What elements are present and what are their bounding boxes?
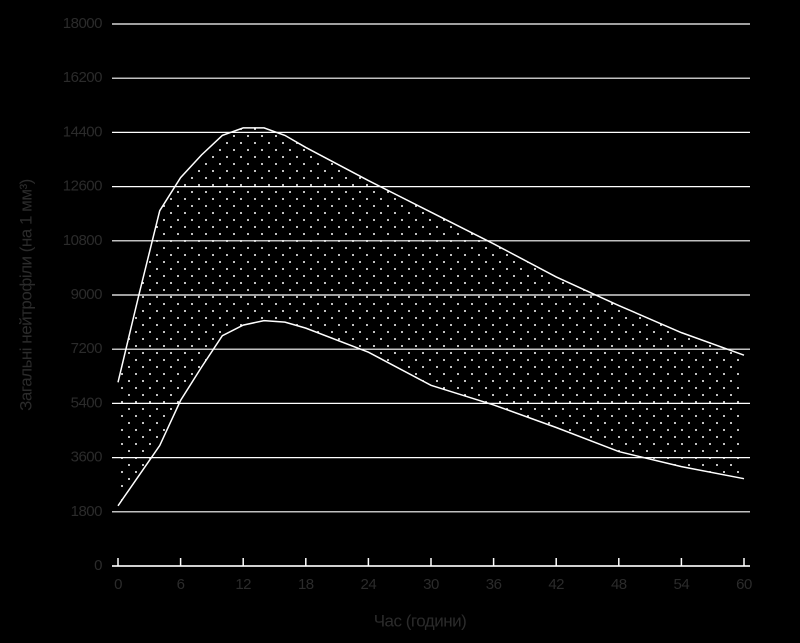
x-tick-label: 6 xyxy=(177,576,185,593)
x-tick-label: 12 xyxy=(235,576,251,593)
y-tick-label: 16200 xyxy=(63,69,102,86)
x-tick-label: 24 xyxy=(361,576,377,593)
y-tick-label: 7200 xyxy=(71,340,103,357)
x-tick-label: 36 xyxy=(486,576,502,593)
band-fill xyxy=(118,127,744,506)
y-tick-label: 9000 xyxy=(71,286,103,303)
y-tick-label: 12600 xyxy=(63,178,102,195)
series-line xyxy=(117,319,745,507)
x-tick-label: 48 xyxy=(611,576,627,593)
x-tick-label: 60 xyxy=(736,576,752,593)
x-tick-label: 54 xyxy=(674,576,690,593)
y-tick-label: 18000 xyxy=(63,15,102,32)
x-tick-label: 42 xyxy=(548,576,564,593)
y-tick-label: 1800 xyxy=(71,503,103,520)
x-tick-label: 0 xyxy=(114,576,122,593)
x-tick-label: 18 xyxy=(298,576,314,593)
series-line xyxy=(117,127,745,383)
x-axis-label: Час (години) xyxy=(374,611,467,630)
y-tick-label: 10800 xyxy=(63,232,102,249)
y-tick-label: 0 xyxy=(94,557,102,574)
y-axis-label: Загальні нейтрофіли (на 1 мм³) xyxy=(16,179,35,411)
x-tick-label: 30 xyxy=(423,576,439,593)
y-tick-label: 3600 xyxy=(71,449,103,466)
y-tick-label: 5400 xyxy=(71,394,103,411)
y-tick-label: 14400 xyxy=(63,123,102,140)
